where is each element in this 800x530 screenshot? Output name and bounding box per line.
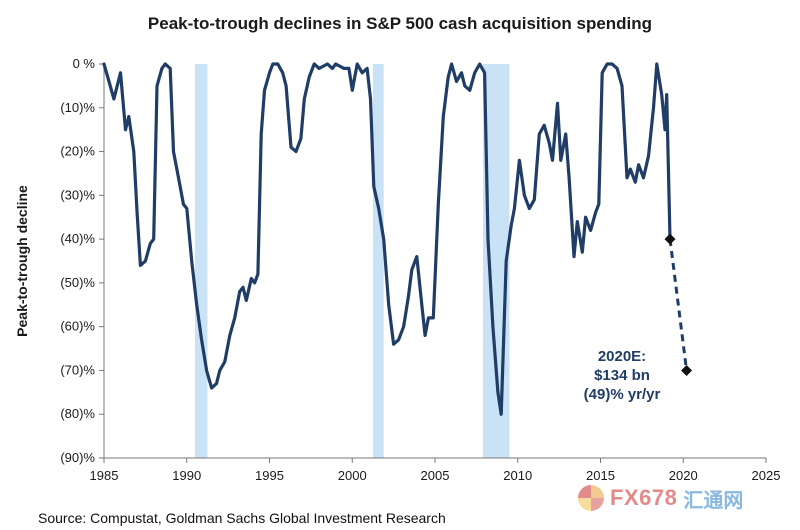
forecast-end-marker xyxy=(681,364,693,376)
series-line xyxy=(102,62,672,416)
y-axis-title: Peak-to-trough decline xyxy=(14,185,30,337)
y-tick-label: (80)% xyxy=(60,406,95,421)
y-tick-label: (10)% xyxy=(60,100,95,115)
y-tick-label: (60)% xyxy=(60,319,95,334)
y-tick-label: (30)% xyxy=(60,187,95,202)
x-tick-label: 2005 xyxy=(421,468,450,483)
forecast-annotation-line: 2020E: xyxy=(598,348,646,365)
forecast-start-marker xyxy=(664,233,676,245)
y-tick-label: 0 % xyxy=(73,56,96,71)
x-tick-label: 1995 xyxy=(255,468,284,483)
x-tick-label: 1985 xyxy=(90,468,119,483)
forecast-annotation-line: (49)% yr/yr xyxy=(584,386,661,403)
x-tick-label: 2025 xyxy=(752,468,781,483)
watermark-cn: 汇通网 xyxy=(683,489,744,512)
source-note: Source: Compustat, Goldman Sachs Global … xyxy=(38,510,446,526)
chart: 0 % (10)% (20)% (30)% (40)% (50)% (60)% (70)% (8… xyxy=(14,56,781,483)
x-tick-label: 2015 xyxy=(586,468,615,483)
y-tick-label: (20)% xyxy=(60,144,95,159)
x-tick-label: 1990 xyxy=(172,468,201,483)
forecast-annotation-line: $134 bn xyxy=(594,367,650,384)
y-tick-label: (50)% xyxy=(60,275,95,290)
forecast-dashed-line xyxy=(668,238,689,371)
y-tick-label: (90)% xyxy=(60,450,95,465)
y-tick-label: (40)% xyxy=(60,231,95,246)
recession-band xyxy=(195,64,208,458)
x-tick-label: 2010 xyxy=(503,468,532,483)
watermark-text: FX678 xyxy=(610,485,678,510)
x-tick-label: 2000 xyxy=(338,468,367,483)
chart-title: Peak-to-trough declines in S&P 500 cash … xyxy=(147,14,653,33)
y-tick-label: (70)% xyxy=(60,362,95,377)
watermark: FX678 汇通网 xyxy=(578,480,788,516)
fx678-logo-icon xyxy=(578,485,604,511)
x-tick-label: 2020 xyxy=(669,468,698,483)
recession-band xyxy=(372,64,384,458)
